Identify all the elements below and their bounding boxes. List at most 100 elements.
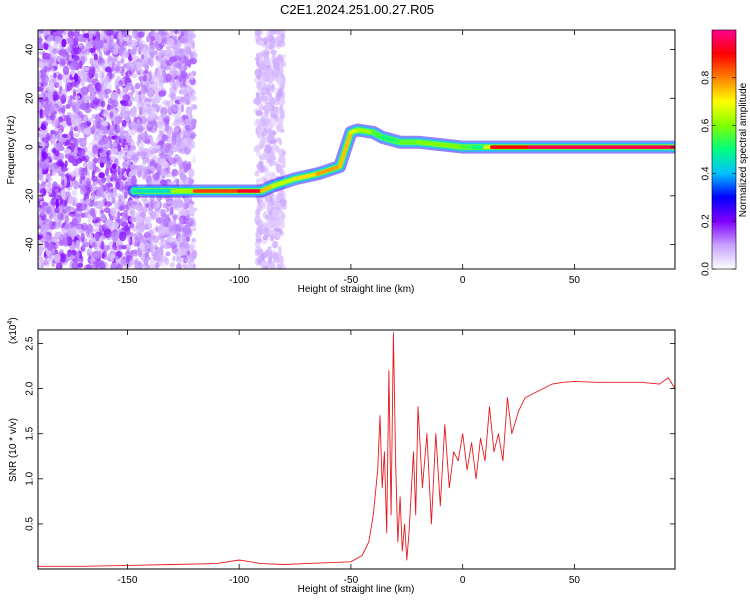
noise-speckle — [267, 171, 276, 179]
noise-speckle — [182, 264, 187, 269]
noise-speckle — [173, 195, 181, 204]
noise-speckle — [68, 37, 73, 47]
noise-speckle — [89, 57, 94, 65]
noise-speckle — [50, 238, 58, 243]
noise-speckle — [139, 242, 145, 252]
noise-speckle — [253, 97, 262, 105]
noise-speckle — [120, 137, 124, 144]
noise-speckle — [110, 125, 114, 130]
noise-speckle — [121, 30, 128, 38]
noise-speckle — [191, 118, 197, 125]
noise-speckle — [123, 225, 131, 232]
noise-speckle — [100, 198, 105, 207]
noise-speckle — [259, 102, 264, 108]
noise-speckle — [94, 124, 98, 134]
noise-speckle — [169, 262, 175, 268]
noise-speckle — [38, 30, 44, 34]
noise-speckle — [177, 221, 184, 232]
noise-speckle — [104, 182, 113, 188]
noise-speckle — [165, 166, 171, 174]
noise-speckle — [39, 108, 43, 119]
ridge-segment — [416, 140, 443, 147]
noise-speckle — [94, 251, 102, 259]
noise-speckle — [127, 177, 132, 185]
noise-speckle — [126, 82, 134, 91]
noise-speckle — [58, 152, 65, 161]
noise-speckle — [270, 243, 274, 249]
noise-speckle — [275, 145, 280, 153]
noise-speckle — [103, 207, 111, 214]
noise-speckle — [101, 194, 107, 200]
noise-speckle — [174, 35, 178, 46]
noise-speckle — [186, 213, 190, 220]
noise-speckle — [79, 46, 88, 55]
noise-speckle — [41, 74, 46, 85]
noise-speckle — [47, 181, 52, 189]
noise-speckle — [138, 106, 143, 114]
noise-speckle — [131, 96, 135, 102]
noise-speckle — [49, 82, 55, 90]
noise-speckle — [93, 96, 98, 103]
noise-speckle — [191, 217, 196, 224]
noise-speckle — [143, 217, 148, 226]
noise-speckle — [85, 198, 91, 204]
noise-speckle — [271, 208, 280, 218]
noise-speckle — [43, 65, 48, 72]
noise-speckle — [125, 70, 132, 78]
noise-speckle — [128, 99, 132, 106]
noise-speckle — [118, 171, 124, 181]
noise-speckle — [72, 109, 78, 119]
noise-speckle — [51, 260, 55, 267]
noise-speckle — [146, 103, 152, 108]
noise-speckle — [38, 224, 41, 229]
noise-speckle — [278, 82, 285, 92]
noise-speckle — [144, 64, 149, 72]
noise-speckle — [267, 34, 275, 42]
noise-speckle — [50, 112, 55, 121]
noise-speckle — [95, 31, 101, 40]
noise-speckle — [43, 234, 51, 241]
noise-speckle — [44, 255, 53, 263]
noise-speckle — [41, 224, 49, 233]
noise-speckle — [118, 46, 125, 56]
noise-speckle — [130, 86, 135, 95]
noise-speckle — [130, 122, 138, 129]
noise-speckle — [72, 258, 79, 263]
noise-speckle — [271, 83, 275, 88]
noise-speckle — [90, 30, 97, 34]
snr-scale-exponent: 4 — [7, 321, 14, 325]
noise-speckle — [174, 115, 180, 124]
spectrogram-panel: -150 -100 -50 0 50 -40 -20 0 20 40 Height of str… — [6, 29, 749, 295]
noise-speckle — [48, 163, 55, 174]
noise-speckle — [178, 246, 187, 256]
noise-speckle — [129, 169, 137, 176]
noise-speckle — [77, 217, 82, 223]
noise-speckle — [78, 150, 83, 159]
spectrogram-y-tick-label: -40 — [25, 237, 36, 252]
noise-speckle — [118, 195, 122, 203]
noise-speckle — [182, 77, 186, 87]
noise-speckle — [74, 106, 80, 114]
noise-speckle — [51, 190, 57, 199]
noise-speckle — [58, 116, 64, 123]
noise-speckle — [82, 162, 88, 168]
noise-speckle — [74, 213, 81, 218]
noise-speckle — [278, 39, 286, 48]
noise-speckle — [142, 75, 148, 82]
noise-speckle — [38, 118, 42, 128]
noise-speckle — [278, 249, 282, 259]
noise-speckle — [95, 134, 101, 142]
noise-speckle — [182, 224, 190, 235]
ridge-segment — [355, 128, 376, 135]
noise-speckle — [80, 86, 89, 96]
noise-speckle — [144, 264, 151, 269]
noise-speckle — [164, 122, 170, 132]
noise-speckle — [281, 213, 285, 219]
noise-speckle — [143, 216, 152, 223]
noise-speckle — [142, 263, 148, 269]
noise-speckle — [97, 158, 104, 164]
noise-speckle — [184, 43, 189, 51]
noise-speckle — [149, 39, 154, 45]
noise-speckle — [110, 31, 119, 36]
noise-speckle — [131, 85, 136, 94]
